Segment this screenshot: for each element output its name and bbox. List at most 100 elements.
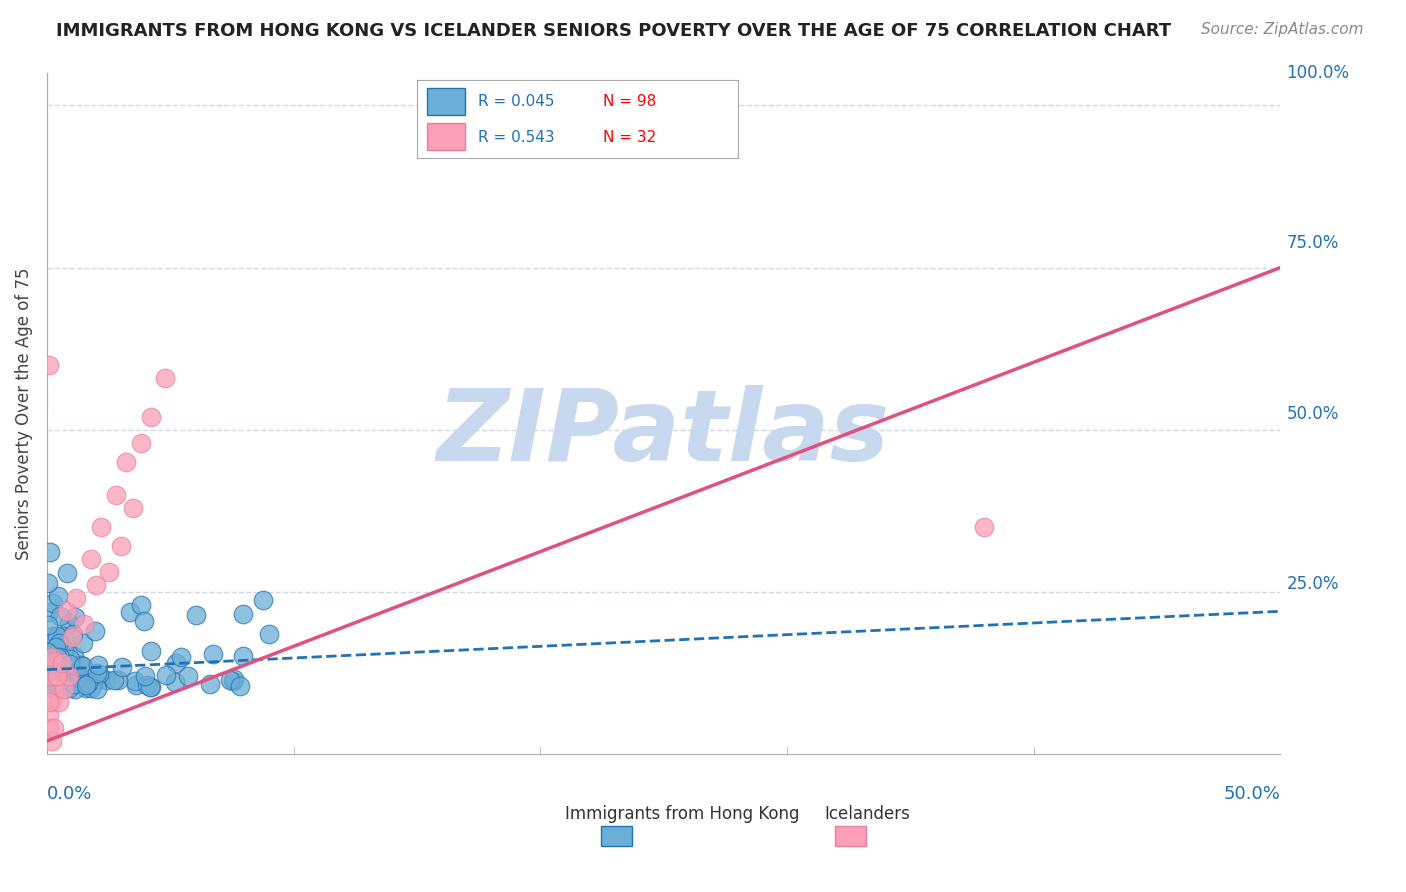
Point — [45, 669, 67, 683]
Text: Source: ZipAtlas.com: Source: ZipAtlas.com — [1201, 22, 1364, 37]
Point — [42, 596, 65, 610]
Point — [41, 669, 63, 683]
Point — [139, 409, 162, 424]
Point — [41, 695, 63, 709]
Point — [44, 682, 66, 697]
Point — [86, 681, 108, 696]
Point — [84, 669, 107, 683]
Point — [135, 678, 157, 692]
Point — [58, 615, 80, 630]
Point — [49, 681, 72, 696]
Point — [222, 673, 245, 688]
Point — [75, 681, 97, 695]
Point — [165, 675, 187, 690]
Point — [39, 669, 62, 683]
Point — [67, 671, 90, 685]
Point — [72, 636, 94, 650]
Point — [257, 627, 280, 641]
Point — [63, 609, 86, 624]
Point — [63, 665, 86, 679]
Point — [37, 575, 59, 590]
Point — [55, 604, 77, 618]
Point — [53, 642, 76, 657]
Point — [48, 635, 70, 649]
Text: 50.0%: 50.0% — [1286, 404, 1339, 423]
Point — [38, 605, 60, 619]
Point — [229, 679, 252, 693]
Point — [53, 670, 76, 684]
Point — [39, 667, 62, 681]
Point — [62, 627, 84, 641]
Point — [155, 371, 177, 385]
Point — [63, 677, 86, 691]
Point — [73, 617, 96, 632]
Point — [38, 665, 60, 679]
Point — [202, 647, 225, 661]
Point — [41, 659, 63, 673]
Point — [129, 435, 152, 450]
Point — [83, 624, 105, 638]
Point — [79, 681, 101, 695]
Text: 0.0%: 0.0% — [46, 785, 93, 803]
Point — [38, 544, 60, 558]
Point — [38, 721, 60, 735]
Point — [110, 540, 132, 554]
Text: ZIPatlas: ZIPatlas — [437, 385, 890, 483]
Point — [186, 608, 208, 623]
Point — [129, 599, 152, 613]
Point — [155, 668, 177, 682]
Point — [42, 676, 65, 690]
Point — [38, 358, 60, 372]
Point — [58, 669, 80, 683]
Text: IMMIGRANTS FROM HONG KONG VS ICELANDER SENIORS POVERTY OVER THE AGE OF 75 CORREL: IMMIGRANTS FROM HONG KONG VS ICELANDER S… — [56, 22, 1171, 40]
Point — [80, 672, 103, 686]
Point — [65, 591, 87, 606]
Point — [46, 649, 69, 664]
Point — [44, 721, 66, 735]
Point — [38, 695, 60, 709]
Point — [37, 645, 59, 659]
Text: Icelanders: Icelanders — [824, 805, 910, 823]
Point — [63, 681, 86, 696]
Point — [46, 589, 69, 603]
Point — [222, 673, 245, 687]
Point — [45, 649, 67, 664]
Point — [37, 618, 59, 632]
Point — [252, 592, 274, 607]
Point — [219, 673, 242, 687]
Point — [75, 678, 97, 692]
Point — [52, 629, 75, 643]
Point — [89, 671, 111, 685]
Point — [42, 659, 65, 673]
Point — [114, 455, 136, 469]
Text: Immigrants from Hong Kong: Immigrants from Hong Kong — [565, 805, 800, 823]
Point — [59, 657, 82, 672]
Point — [59, 651, 82, 665]
Point — [87, 657, 110, 672]
Point — [139, 680, 162, 694]
Point — [44, 656, 66, 670]
Point — [60, 630, 83, 644]
Point — [134, 668, 156, 682]
Point — [86, 666, 108, 681]
Point — [111, 660, 134, 674]
Text: 100.0%: 100.0% — [1286, 64, 1350, 82]
Point — [170, 649, 193, 664]
Point — [72, 658, 94, 673]
Point — [41, 734, 63, 748]
Point — [41, 670, 63, 684]
Point — [84, 578, 107, 592]
Point — [118, 605, 141, 619]
Point — [70, 658, 93, 673]
Point — [37, 646, 59, 660]
Point — [122, 500, 145, 515]
Point — [46, 629, 69, 643]
Point — [46, 671, 69, 685]
Point — [42, 673, 65, 687]
Point — [125, 678, 148, 692]
Point — [165, 656, 187, 670]
Point — [198, 677, 221, 691]
Point — [46, 675, 69, 690]
Text: 75.0%: 75.0% — [1286, 235, 1339, 252]
Point — [53, 682, 76, 697]
